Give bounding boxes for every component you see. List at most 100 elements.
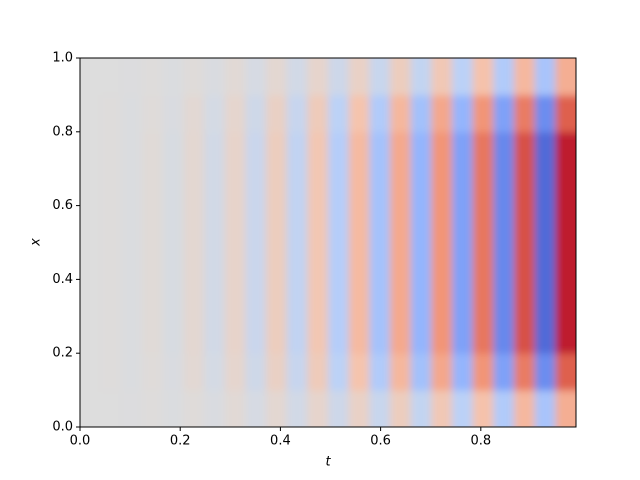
- y-tick-label: 0.0: [52, 420, 73, 435]
- heat-cell: [472, 242, 494, 280]
- heat-cell: [328, 279, 350, 317]
- heat-cell: [431, 58, 453, 96]
- heat-cell: [307, 390, 329, 427]
- heat-cell: [348, 316, 370, 354]
- heat-cell: [100, 242, 122, 280]
- heat-cell: [472, 168, 494, 207]
- heat-cell: [307, 242, 329, 280]
- heat-cell: [493, 279, 515, 317]
- heat-cell: [80, 58, 102, 96]
- heat-cell: [286, 94, 308, 133]
- heat-cell: [224, 353, 246, 391]
- heat-cell: [100, 390, 122, 427]
- heat-cell: [286, 390, 308, 427]
- heat-cell: [472, 94, 494, 133]
- heat-cell: [142, 94, 164, 133]
- plot-frame: [79, 57, 577, 428]
- heat-cell: [162, 279, 184, 317]
- heat-cell: [266, 131, 288, 170]
- heat-cell: [266, 168, 288, 207]
- heat-cell: [555, 279, 576, 317]
- heat-cell: [493, 94, 515, 133]
- heat-cell: [328, 390, 350, 427]
- heat-cell: [224, 58, 246, 96]
- heat-cell: [307, 316, 329, 354]
- heat-cell: [204, 205, 226, 243]
- heat-cell: [100, 131, 122, 170]
- heat-cell: [183, 353, 205, 391]
- heat-cell: [369, 353, 391, 391]
- heat-cell: [410, 279, 432, 317]
- y-tick-label: 0.2: [52, 346, 73, 361]
- heat-cell: [162, 390, 184, 427]
- heat-cell: [286, 58, 308, 96]
- heat-cell: [555, 131, 576, 170]
- heat-cell: [514, 316, 536, 354]
- heat-cell: [266, 390, 288, 427]
- heat-cell: [142, 390, 164, 427]
- heat-cell: [162, 168, 184, 207]
- heat-cell: [390, 316, 412, 354]
- heat-cell: [431, 94, 453, 133]
- y-axis-label: x: [29, 238, 44, 247]
- heat-cell: [224, 390, 246, 427]
- heat-cell: [410, 168, 432, 207]
- heat-cell: [100, 94, 122, 133]
- y-tick-label: 1.0: [52, 51, 73, 66]
- heat-cell: [286, 242, 308, 280]
- heat-cell: [534, 279, 556, 317]
- heat-cell: [266, 58, 288, 96]
- heat-cell: [162, 353, 184, 391]
- heat-cell: [390, 205, 412, 243]
- heat-cell: [431, 205, 453, 243]
- heat-cell: [390, 242, 412, 280]
- heat-cell: [245, 205, 267, 243]
- y-tick-label: 0.8: [52, 124, 73, 139]
- heat-cell: [514, 58, 536, 96]
- heat-cell: [452, 279, 474, 317]
- heat-cell: [348, 242, 370, 280]
- heat-cell: [514, 390, 536, 427]
- heat-cell: [410, 58, 432, 96]
- heat-cell: [307, 94, 329, 133]
- heat-cell: [328, 168, 350, 207]
- heat-cell: [121, 390, 143, 427]
- heat-cell: [493, 316, 515, 354]
- heat-cell: [431, 279, 453, 317]
- heat-cell: [121, 242, 143, 280]
- heat-cell: [286, 316, 308, 354]
- heat-cell: [142, 131, 164, 170]
- heat-cell: [142, 316, 164, 354]
- heat-cell: [348, 390, 370, 427]
- heat-cell: [390, 279, 412, 317]
- heat-cell: [286, 168, 308, 207]
- heat-cell: [369, 242, 391, 280]
- heat-cell: [514, 168, 536, 207]
- heat-cell: [390, 58, 412, 96]
- heat-cell: [390, 390, 412, 427]
- heat-cell: [121, 316, 143, 354]
- heat-cell: [245, 279, 267, 317]
- heat-cell: [410, 205, 432, 243]
- heat-cell: [162, 316, 184, 354]
- heat-cell: [369, 279, 391, 317]
- heat-cell: [121, 168, 143, 207]
- heat-cell: [534, 205, 556, 243]
- heat-cell: [390, 353, 412, 391]
- heat-cell: [452, 242, 474, 280]
- heat-cell: [348, 353, 370, 391]
- heat-cell: [307, 353, 329, 391]
- heat-cell: [224, 94, 246, 133]
- heat-cell: [493, 168, 515, 207]
- heat-cell: [224, 205, 246, 243]
- heat-cell: [121, 131, 143, 170]
- heat-cell: [534, 168, 556, 207]
- heat-cell: [431, 316, 453, 354]
- heat-cell: [555, 390, 576, 427]
- heat-cell: [328, 242, 350, 280]
- heat-cell: [534, 58, 556, 96]
- heat-cell: [266, 353, 288, 391]
- heat-cell: [121, 279, 143, 317]
- heat-cell: [452, 94, 474, 133]
